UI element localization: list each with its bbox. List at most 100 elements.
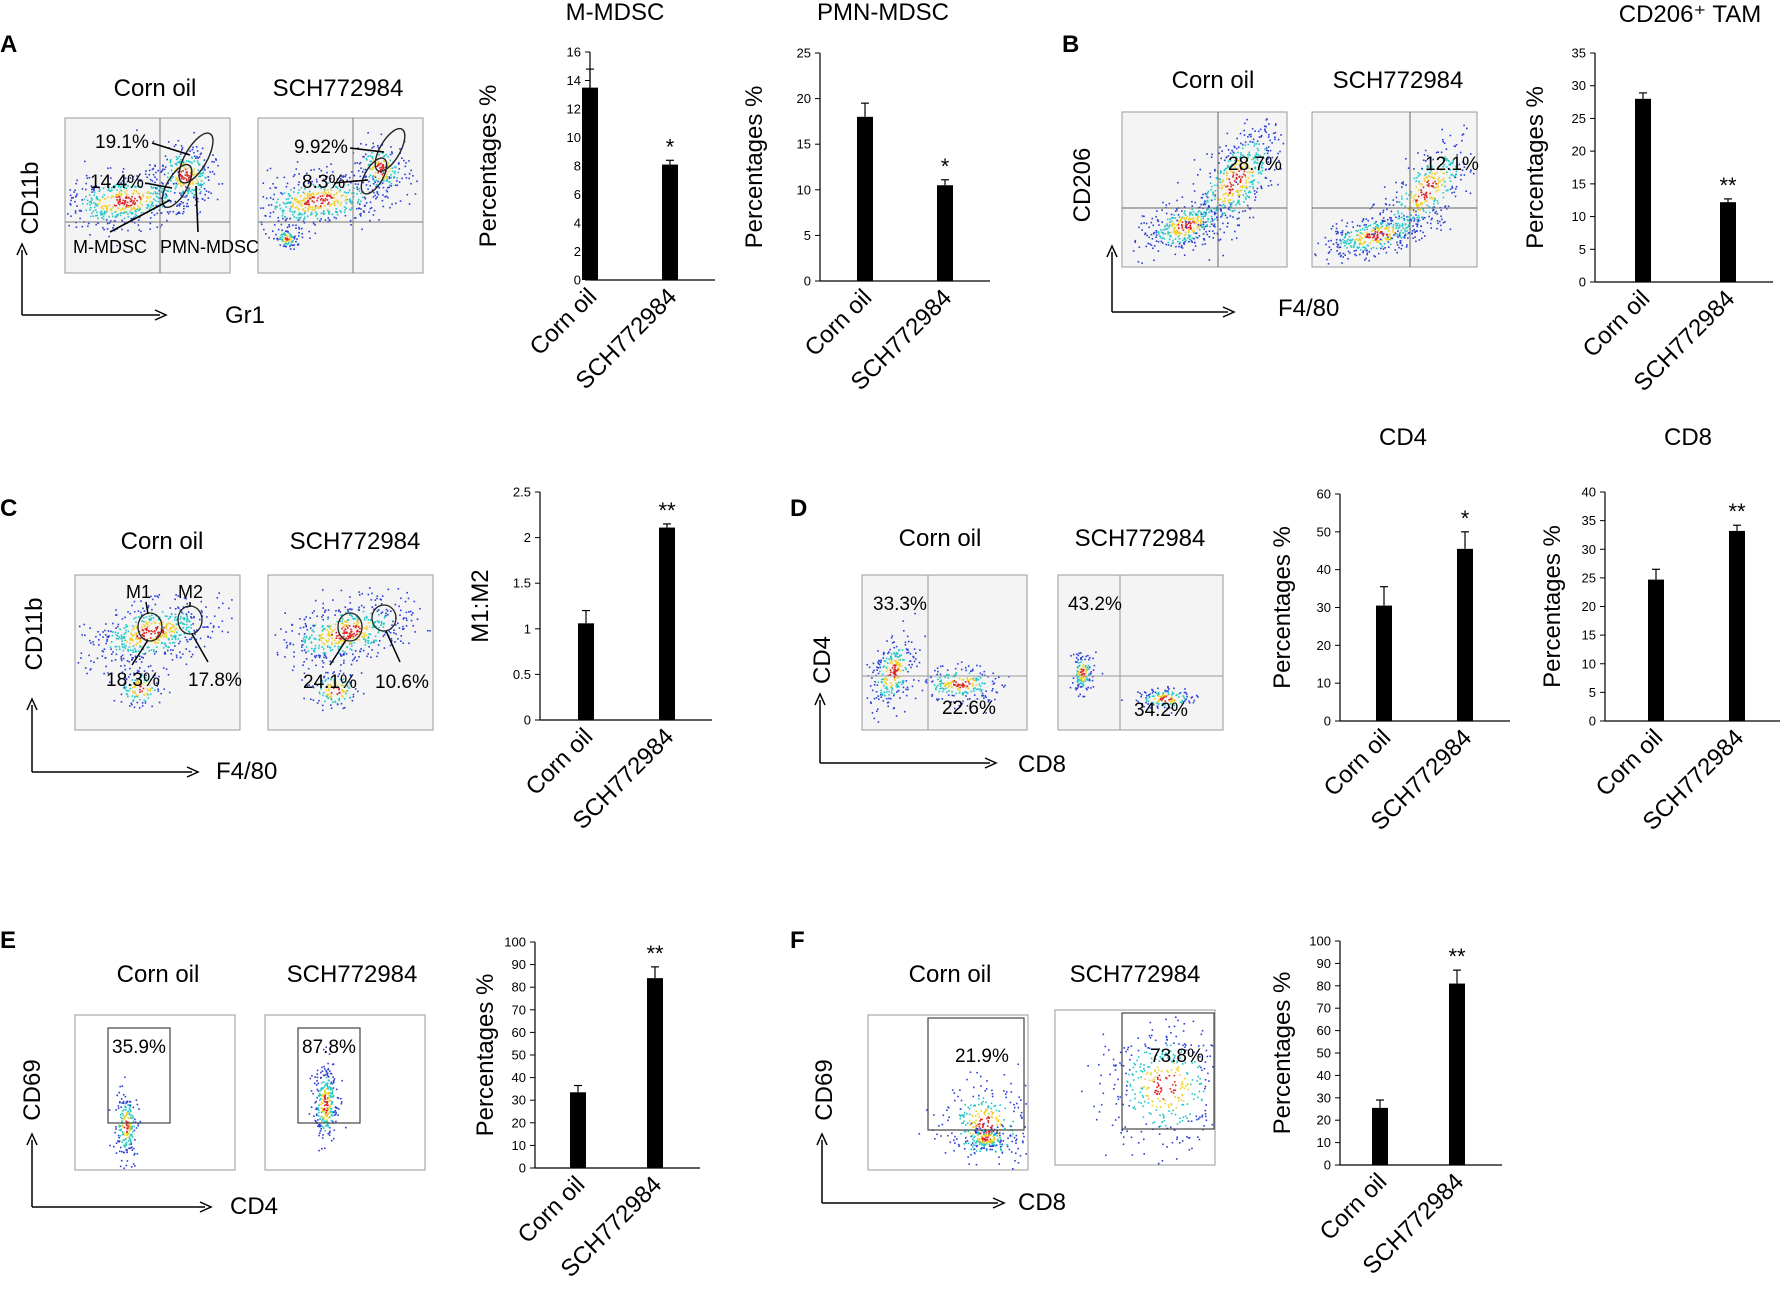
event-dot — [960, 684, 963, 687]
event-dot — [1081, 655, 1084, 658]
event-dot — [336, 642, 338, 644]
event-dot — [1247, 136, 1249, 138]
event-dot — [398, 627, 401, 629]
event-dot — [1215, 212, 1217, 215]
event-dot — [1214, 195, 1216, 198]
event-dot — [1358, 243, 1361, 245]
event-dot — [1083, 667, 1085, 669]
event-dot — [169, 179, 171, 181]
event-dot — [898, 685, 900, 688]
event-dot — [955, 672, 958, 674]
event-dot — [882, 653, 885, 656]
event-dot — [1387, 238, 1390, 240]
event-dot — [1185, 225, 1187, 227]
event-dot — [1443, 172, 1446, 175]
event-dot — [388, 170, 390, 173]
event-dot — [412, 625, 414, 627]
event-dot — [1269, 180, 1272, 182]
event-dot — [288, 225, 291, 228]
event-dot — [1387, 234, 1390, 236]
density-cloud — [1121, 685, 1199, 714]
event-dot — [1371, 217, 1374, 219]
event-dot — [1215, 206, 1218, 208]
event-dot — [305, 203, 307, 205]
event-dot — [174, 638, 177, 641]
event-dot — [1173, 223, 1175, 226]
event-dot — [276, 237, 278, 240]
event-dot — [98, 644, 100, 646]
event-dot — [193, 616, 195, 619]
event-dot — [1214, 194, 1217, 196]
event-dot — [1437, 184, 1439, 186]
event-dot — [1453, 145, 1456, 147]
event-dot — [158, 193, 160, 195]
event-dot — [182, 210, 185, 213]
event-dot — [1170, 244, 1172, 247]
event-dot — [1274, 138, 1276, 141]
event-dot — [177, 606, 179, 609]
event-dot — [387, 161, 390, 164]
event-dot — [953, 694, 955, 697]
event-dot — [96, 205, 99, 207]
event-dot — [139, 667, 141, 669]
event-dot — [265, 233, 267, 235]
event-dot — [1389, 243, 1392, 246]
event-dot — [97, 631, 99, 633]
event-dot — [408, 611, 410, 613]
event-dot — [343, 630, 345, 632]
event-dot — [167, 212, 170, 215]
event-dot — [136, 199, 138, 202]
event-dot — [275, 187, 277, 189]
event-dot — [166, 158, 168, 161]
event-dot — [209, 636, 212, 639]
event-dot — [1380, 223, 1382, 225]
event-dot — [288, 224, 290, 226]
event-dot — [909, 653, 912, 655]
event-dot — [1184, 210, 1186, 212]
event-dot — [313, 222, 315, 225]
event-dot — [186, 606, 189, 608]
event-dot — [1424, 180, 1426, 182]
density-cloud — [77, 592, 233, 675]
event-dot — [951, 694, 954, 697]
event-dot — [133, 217, 135, 219]
event-dot — [101, 655, 104, 657]
event-dot — [145, 616, 148, 618]
event-dot — [1195, 232, 1197, 235]
event-dot — [1181, 210, 1183, 212]
event-dot — [108, 204, 111, 207]
event-dot — [962, 684, 965, 687]
event-dot — [79, 209, 82, 212]
event-dot — [121, 228, 123, 231]
event-dot — [175, 176, 178, 179]
event-dot — [304, 192, 306, 195]
event-dot — [331, 196, 334, 199]
event-dot — [277, 198, 279, 201]
event-dot — [213, 625, 215, 627]
event-dot — [138, 707, 141, 709]
event-dot — [343, 654, 345, 656]
event-dot — [129, 705, 131, 707]
event-dot — [1212, 224, 1215, 227]
event-dot — [190, 170, 192, 172]
event-dot — [350, 675, 352, 677]
event-dot — [1218, 186, 1221, 189]
event-dot — [309, 617, 311, 619]
event-dot — [154, 165, 156, 167]
event-dot — [1397, 236, 1399, 238]
event-dot — [338, 637, 341, 640]
event-dot — [1444, 180, 1446, 183]
event-dot — [1365, 247, 1367, 249]
event-dot — [1079, 671, 1082, 673]
event-dot — [386, 187, 389, 189]
event-dot — [350, 207, 353, 209]
event-dot — [131, 218, 134, 220]
event-dot — [378, 153, 380, 156]
event-dot — [1081, 677, 1084, 680]
event-dot — [289, 248, 292, 250]
event-dot — [178, 162, 181, 164]
event-dot — [359, 175, 362, 178]
event-dot — [895, 664, 897, 667]
event-dot — [397, 622, 399, 625]
event-dot — [120, 659, 123, 662]
